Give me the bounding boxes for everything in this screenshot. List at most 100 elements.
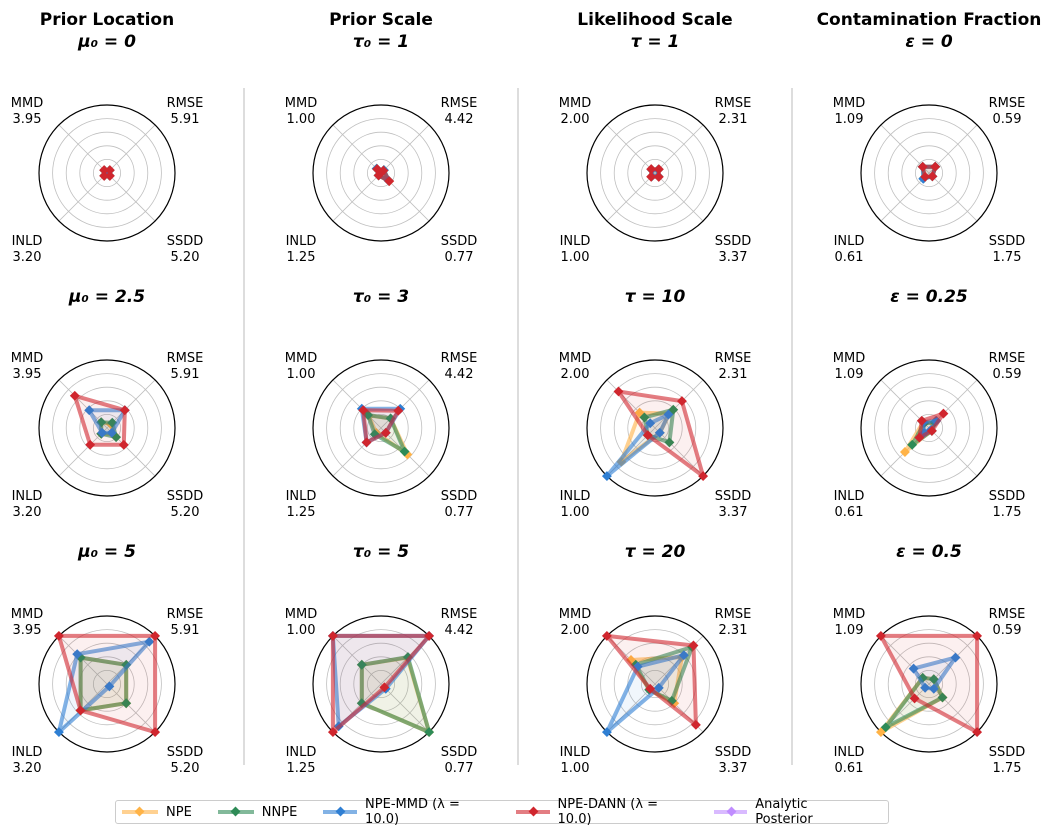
- grid-spoke: [58, 124, 108, 174]
- outer-ring: [860, 615, 998, 753]
- radar-panel: [312, 615, 450, 753]
- grid-ring: [600, 118, 710, 228]
- grid-ring: [353, 145, 409, 201]
- grid-spoke: [332, 124, 382, 174]
- series-point: [144, 636, 155, 647]
- radar-panel: [312, 104, 450, 242]
- axis-label: RMSE: [167, 351, 204, 366]
- axis-label: INLD: [560, 745, 591, 760]
- legend-marker: [726, 806, 736, 817]
- legend-marker: [335, 806, 346, 817]
- series-point: [653, 682, 664, 693]
- axis-max-label: 3.37: [719, 761, 748, 776]
- radar-panel: [586, 104, 724, 242]
- grid-ring: [874, 629, 984, 739]
- series-point: [664, 437, 675, 448]
- axis-label: MMD: [285, 607, 317, 622]
- axis-max-label: 5.20: [171, 761, 200, 776]
- outer-ring: [38, 359, 176, 497]
- axis-max-label: 1.00: [287, 623, 316, 638]
- series-point: [424, 630, 435, 641]
- axis-max-label: 1.00: [287, 367, 316, 382]
- outer-ring: [312, 359, 450, 497]
- legend-swatch: [515, 806, 550, 817]
- series-point: [916, 415, 927, 426]
- grid-ring: [887, 131, 971, 215]
- series-point: [676, 396, 687, 407]
- axis-max-label: 0.77: [445, 250, 474, 265]
- grid-ring: [93, 158, 122, 187]
- grid-ring: [600, 629, 710, 739]
- axis-max-label: 2.00: [561, 623, 590, 638]
- axis-label: INLD: [834, 745, 865, 760]
- axis-label: RMSE: [989, 96, 1026, 111]
- series-point: [399, 446, 410, 457]
- grid-spoke: [606, 172, 656, 222]
- grid-ring: [915, 158, 944, 187]
- grid-ring: [627, 400, 683, 456]
- axis-label: MMD: [559, 351, 591, 366]
- grid-ring: [887, 386, 971, 470]
- outer-ring: [586, 104, 724, 242]
- panel-subtitle: τ = 10: [625, 287, 686, 307]
- axis-label: SSDD: [715, 489, 752, 504]
- column-title: Prior Location: [40, 10, 174, 30]
- series-point: [104, 170, 115, 181]
- grid-ring: [339, 386, 423, 470]
- grid-spoke: [106, 124, 156, 174]
- grid-spoke: [928, 427, 978, 477]
- legend-marker: [528, 806, 539, 817]
- series-point: [69, 390, 80, 401]
- grid-ring: [353, 400, 409, 456]
- radar-panel: [860, 104, 998, 242]
- grid-ring: [366, 670, 395, 699]
- axis-max-label: 3.37: [719, 250, 748, 265]
- series-point: [698, 471, 709, 482]
- series-point: [928, 674, 939, 685]
- series-point: [907, 439, 918, 450]
- outer-ring: [586, 359, 724, 497]
- series-point: [85, 439, 96, 450]
- axis-max-label: 5.91: [171, 367, 200, 382]
- radar-panel: [860, 359, 998, 497]
- axis-max-label: 0.59: [993, 623, 1022, 638]
- axis-label: INLD: [560, 234, 591, 249]
- axis-label: SSDD: [989, 489, 1026, 504]
- series-point: [601, 630, 612, 641]
- series-point: [880, 722, 891, 733]
- panel-subtitle: μ₀ = 0: [77, 32, 136, 52]
- legend: NPE NNPE NPE-MMD (λ = 10.0) NPE-DANN (λ = 1…: [115, 797, 889, 827]
- axis-max-label: 2.00: [561, 112, 590, 127]
- outer-ring: [860, 359, 998, 497]
- grid-ring: [600, 373, 710, 483]
- radar-panel: [860, 615, 998, 753]
- axis-max-label: 1.75: [993, 250, 1022, 265]
- axis-label: MMD: [285, 351, 317, 366]
- axis-label: SSDD: [989, 234, 1026, 249]
- grid-ring: [326, 118, 436, 228]
- axis-label: MMD: [833, 96, 865, 111]
- legend-marker: [134, 806, 145, 817]
- axis-max-label: 1.09: [835, 623, 864, 638]
- series-point: [645, 683, 656, 694]
- axis-label: SSDD: [441, 234, 478, 249]
- outer-ring: [860, 104, 998, 242]
- series-point: [379, 682, 390, 693]
- grid-ring: [887, 642, 971, 726]
- radar-panel: [38, 615, 176, 753]
- grid-ring: [613, 386, 697, 470]
- axis-label: SSDD: [167, 745, 204, 760]
- series-point: [688, 640, 699, 651]
- series-point: [327, 727, 338, 738]
- axis-label: INLD: [834, 489, 865, 504]
- series-point: [678, 650, 689, 661]
- grid-spoke: [106, 683, 156, 733]
- axis-max-label: 1.00: [561, 505, 590, 520]
- series-point: [908, 663, 919, 674]
- axis-max-label: 2.31: [719, 112, 748, 127]
- axis-label: RMSE: [715, 607, 752, 622]
- grid-ring: [613, 131, 697, 215]
- series-point: [920, 682, 931, 693]
- grid-ring: [627, 145, 683, 201]
